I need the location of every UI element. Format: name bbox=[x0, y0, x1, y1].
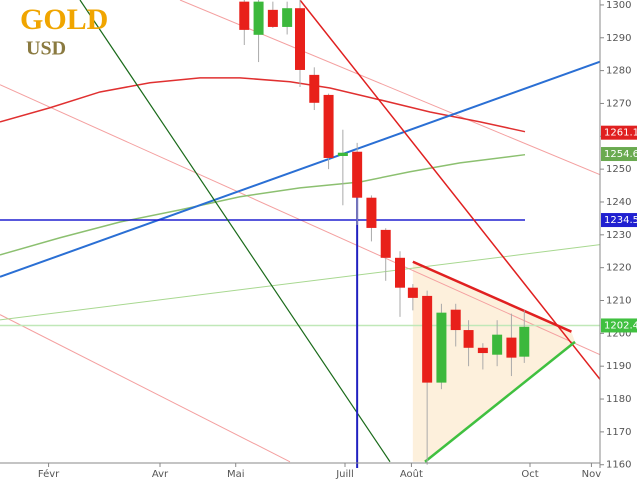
candle-body bbox=[337, 152, 348, 156]
x-tick-label: Oct bbox=[521, 469, 538, 480]
price-label: 1202.4 bbox=[604, 320, 637, 331]
trend-line bbox=[0, 77, 526, 133]
candle-body bbox=[309, 74, 320, 103]
x-tick-label: Mai bbox=[227, 469, 245, 480]
candle-body bbox=[380, 229, 391, 258]
price-label-box bbox=[601, 147, 637, 162]
y-tick-label: 1190 bbox=[606, 361, 631, 372]
y-tick-label: 1290 bbox=[606, 33, 631, 44]
candle-body bbox=[366, 197, 377, 228]
candle-body bbox=[436, 312, 447, 383]
y-tick-label: 1220 bbox=[606, 263, 631, 274]
x-tick-label: Nov bbox=[582, 469, 602, 480]
candle-body bbox=[422, 295, 433, 383]
y-tick-label: 1200 bbox=[606, 328, 631, 339]
candle-body bbox=[267, 9, 278, 27]
trend-line bbox=[79, 0, 391, 463]
price-label-box bbox=[601, 213, 637, 228]
x-tick-label: Août bbox=[400, 468, 423, 480]
trend-line bbox=[299, 0, 600, 380]
candle-body bbox=[407, 287, 418, 298]
y-tick-label: 1210 bbox=[606, 296, 631, 307]
candle-body bbox=[463, 330, 474, 348]
trend-line bbox=[0, 60, 600, 278]
candle-body bbox=[450, 309, 461, 331]
price-label: 1254.6 bbox=[604, 149, 637, 160]
chart-subtitle: USD bbox=[26, 38, 66, 60]
y-tick-label: 1240 bbox=[606, 197, 631, 208]
candle-body bbox=[239, 1, 250, 30]
y-tick-label: 1280 bbox=[606, 66, 631, 77]
candle-body bbox=[295, 8, 305, 70]
y-tick-label: 1250 bbox=[606, 164, 631, 175]
candle-layer bbox=[239, 0, 530, 465]
trend-line bbox=[0, 153, 526, 256]
candle-body bbox=[477, 347, 488, 354]
x-tick-label: Juill bbox=[335, 469, 354, 480]
y-tick-label: 1170 bbox=[606, 427, 631, 438]
y-tick-label: 1180 bbox=[606, 394, 631, 405]
candle-body bbox=[519, 326, 530, 357]
chart-title: GOLD bbox=[20, 3, 108, 36]
trend-line bbox=[0, 244, 600, 321]
trend-line bbox=[424, 340, 576, 463]
line-layer bbox=[0, 0, 600, 468]
candle-body bbox=[352, 151, 363, 198]
y-tick-label: 1160 bbox=[606, 460, 631, 471]
candle-body bbox=[395, 257, 405, 288]
price-label: 1234.5 bbox=[604, 215, 637, 226]
x-tick-label: Févr bbox=[38, 468, 60, 480]
trend-line bbox=[179, 0, 600, 176]
price-label: 1261.1 bbox=[604, 128, 637, 139]
candle-body bbox=[492, 334, 503, 355]
y-tick-label: 1300 bbox=[606, 0, 631, 11]
y-tick-label: 1270 bbox=[606, 98, 631, 109]
candle-body bbox=[323, 94, 334, 158]
trend-line bbox=[0, 314, 291, 463]
price-label-box bbox=[601, 125, 637, 140]
price-label-box bbox=[601, 318, 637, 333]
candle-body bbox=[506, 337, 517, 358]
candle-body bbox=[253, 1, 264, 35]
y-tick-label: 1230 bbox=[606, 230, 631, 241]
trend-line bbox=[412, 260, 572, 333]
candle-body bbox=[282, 8, 293, 27]
x-tick-label: Avr bbox=[152, 469, 169, 480]
